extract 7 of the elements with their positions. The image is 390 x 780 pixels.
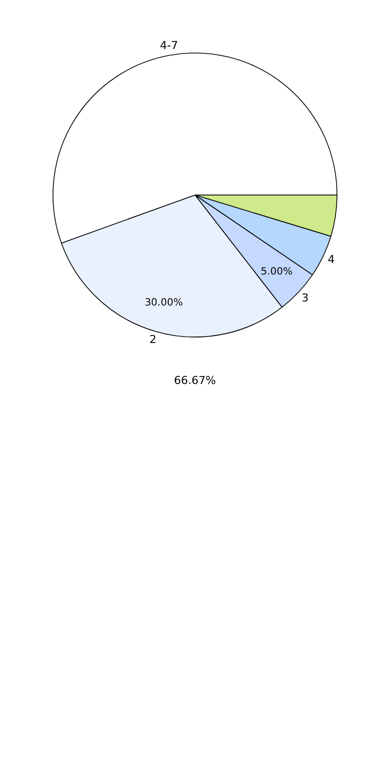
data-label: 5.00%: [260, 266, 293, 278]
text: 66.67%: [173, 374, 217, 387]
slice-label: 4: [328, 253, 335, 266]
slice-label: 2: [149, 333, 156, 346]
data-label: 30.00%: [144, 298, 183, 309]
slice-label: 3: [302, 291, 309, 304]
slice-label: 4-7: [160, 39, 178, 52]
